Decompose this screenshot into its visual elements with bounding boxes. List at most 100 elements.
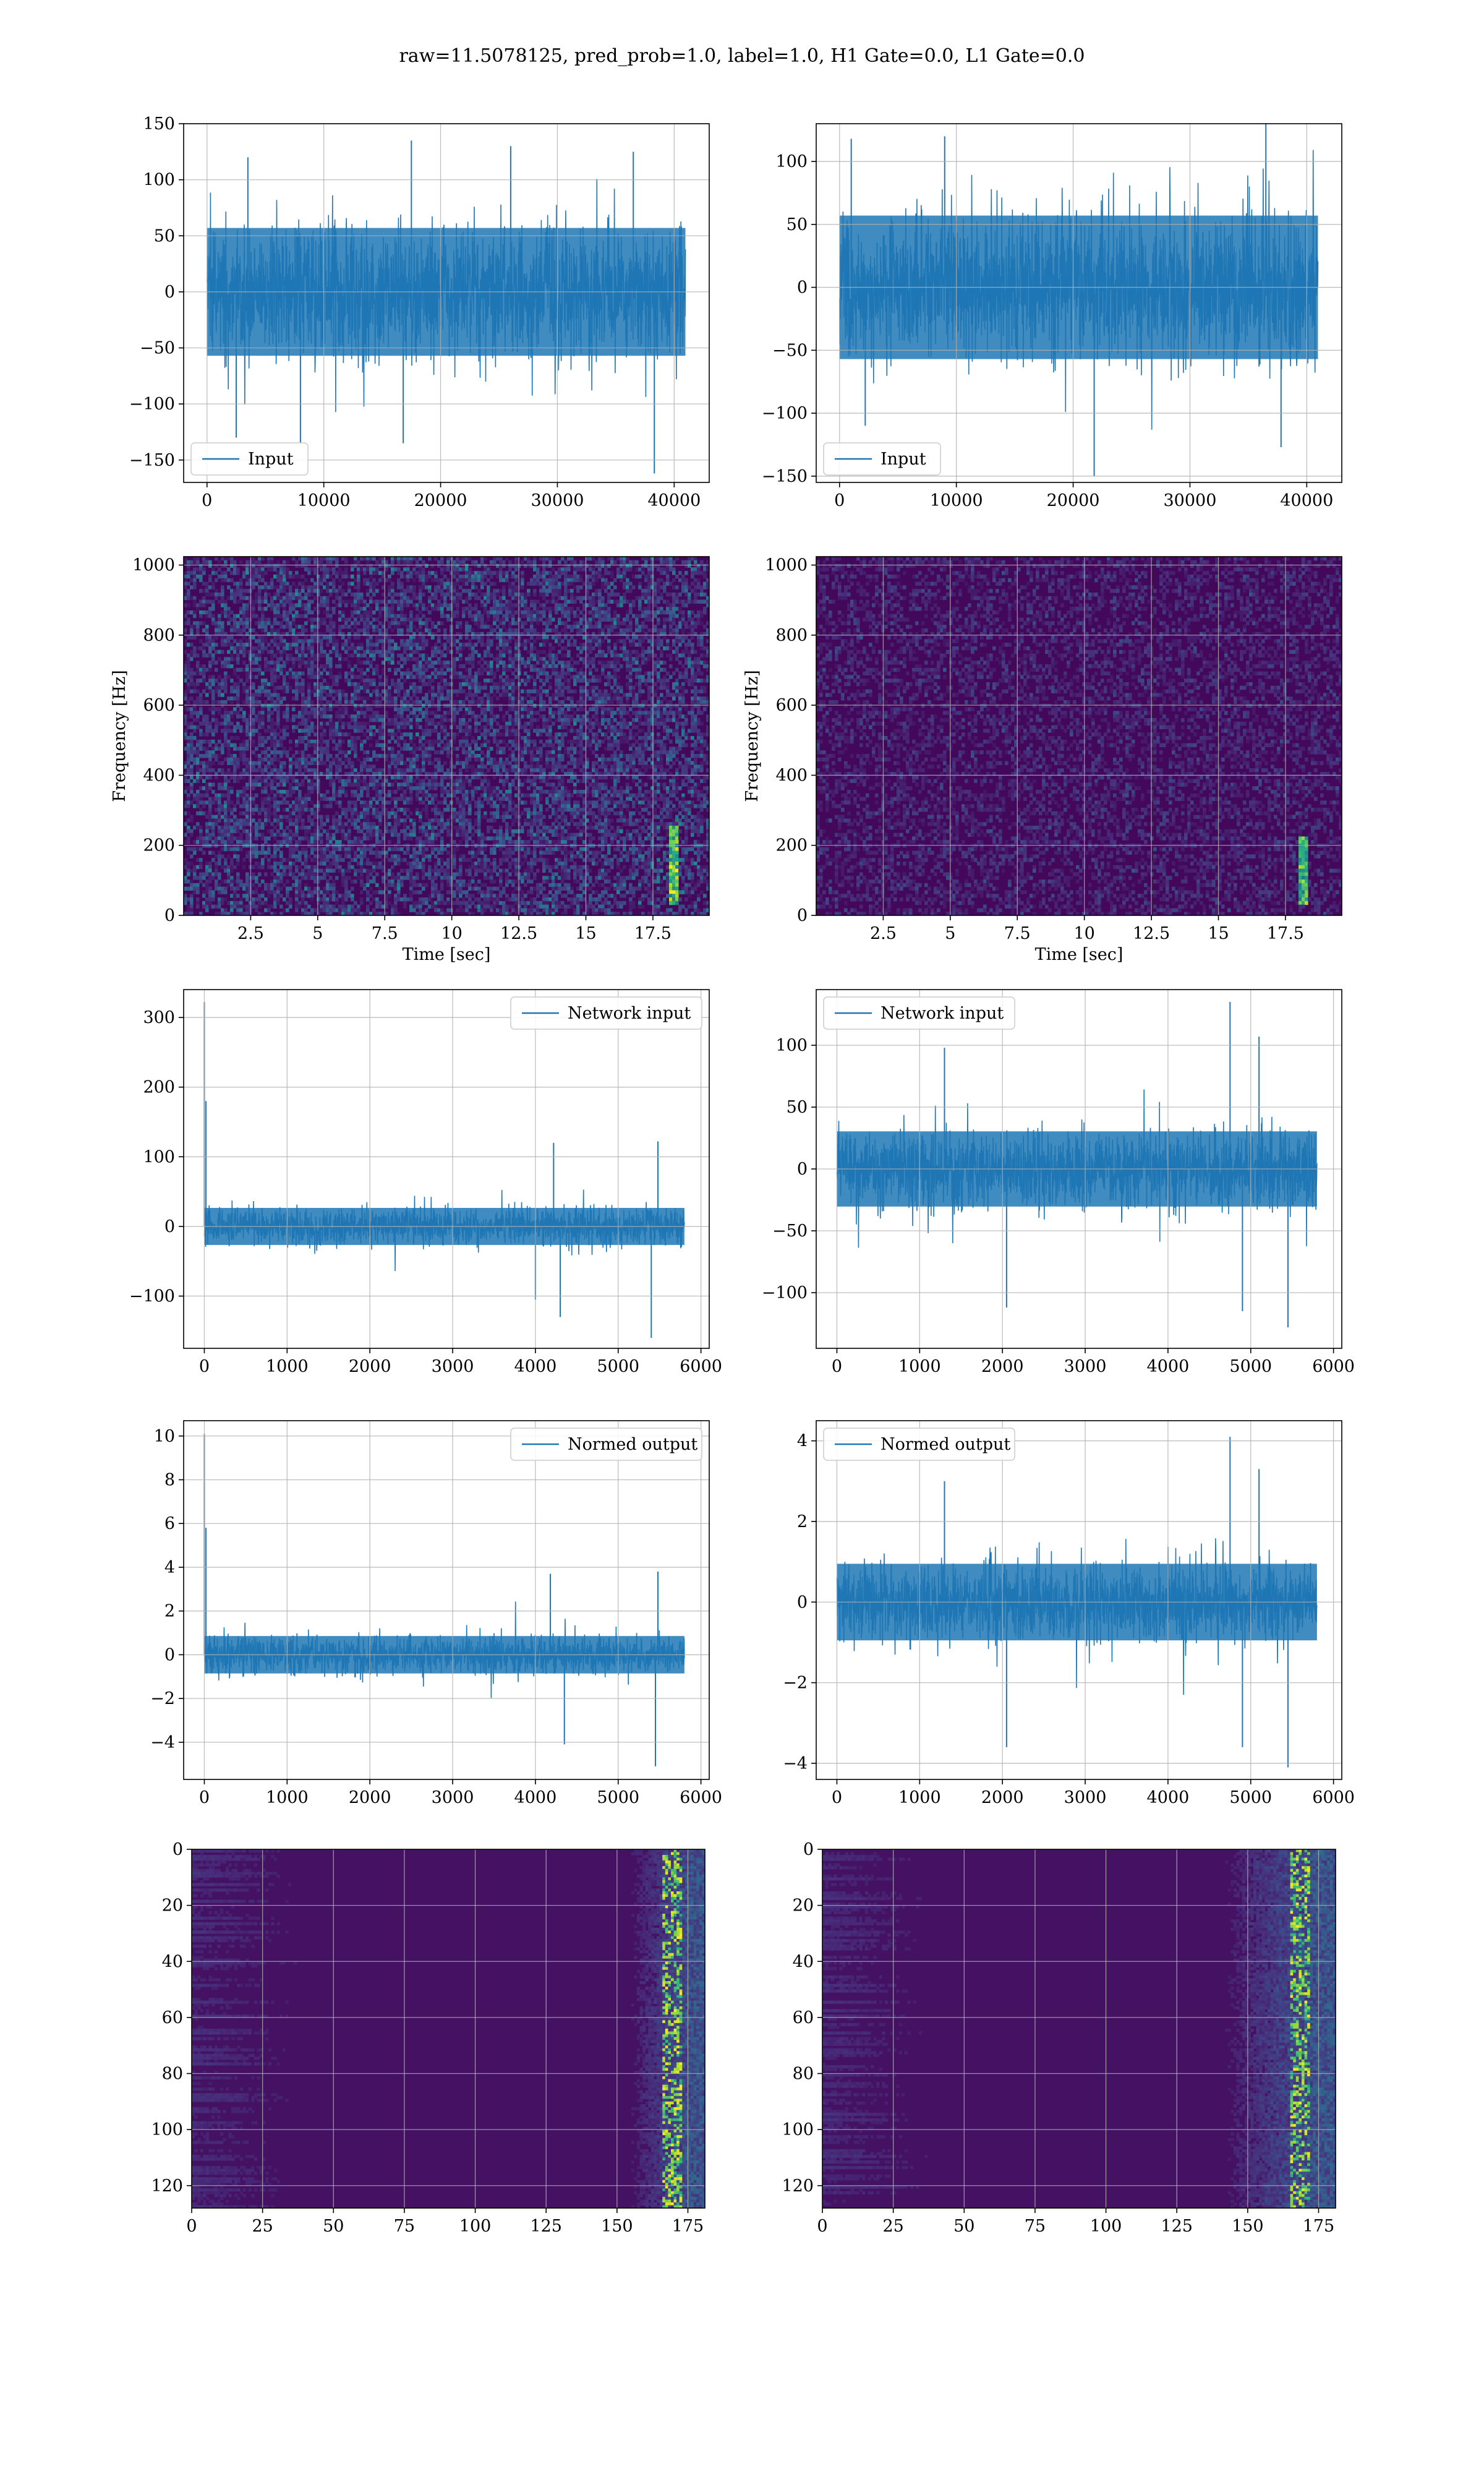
subplot-h1-input: 0 10000 20000 30000 40000 −150 −100 −50 0 50 100 15… [129,114,710,510]
y-tick-label: 80 [793,2065,814,2084]
y-tick-label: 200 [775,836,808,855]
legend-label: Input [248,450,294,469]
legend: Input [190,442,309,476]
x-tick-label: 150 [1232,2217,1264,2236]
grid-lines [816,124,1342,482]
y-tick-label: 120 [151,2177,183,2196]
x-tick-label: 0 [817,2217,827,2236]
y-tick-label: 20 [162,1896,183,1915]
x-tick-label: 125 [530,2217,562,2236]
x-tick-label: 4000 [1147,1357,1190,1376]
axes-frame [183,989,710,1349]
axes-frame [183,556,710,916]
x-tick-label: 2000 [349,1788,391,1807]
x-tick-label: 7.5 [1004,924,1031,943]
plot-area [184,557,709,915]
x-tick-label: 30000 [1163,491,1216,510]
tick-labels: 0 1000 2000 3000 4000 5000 6000 −100 0 100 200 300 [129,1008,722,1376]
y-tick-label: −150 [129,451,175,470]
y-tick-label: 0 [803,1840,814,1859]
y-tick-label: −2 [783,1674,808,1693]
x-tick-label: 25 [252,2217,273,2236]
legend: Normed output [823,1427,1015,1461]
figure-title: raw=11.5078125, pred_prob=1.0, label=1.0… [399,45,1085,67]
y-tick-label: −150 [762,467,808,486]
tick-labels: 0 10000 20000 30000 40000 −150 −100 −50 0 50 100 [762,152,1333,510]
y-tick-label: 200 [143,836,175,855]
subplot-l1-normed-output: 0 1000 2000 3000 4000 5000 6000 −4 −2 0 2 4 Normed o… [783,1420,1355,1807]
x-tick-label: 100 [459,2217,492,2236]
y-tick-label: −4 [783,1754,808,1773]
x-tick-label: 5000 [1229,1357,1272,1376]
y-tick-label: 100 [143,171,175,190]
feature-map-cells [192,1849,705,2208]
x-tick-label: 20000 [414,491,467,510]
x-tick-label: 75 [394,2217,415,2236]
x-tick-label: 17.5 [634,924,672,943]
y-tick-label: 100 [775,152,808,171]
x-tick-label: 125 [1161,2217,1193,2236]
y-tick-label: 8 [164,1470,175,1489]
y-tick-label: 80 [162,2065,183,2084]
y-tick-label: −50 [772,1222,808,1241]
y-tick-label: −100 [762,1283,808,1303]
x-tick-label: 15 [575,924,596,943]
legend-label: Normed output [568,1435,697,1454]
x-tick-label: 10000 [297,491,351,510]
x-tick-label: 75 [1025,2217,1046,2236]
x-tick-label: 5000 [597,1357,639,1376]
tick-labels: 0 10000 20000 30000 40000 −150 −100 −50 0 50 100 15… [129,114,701,510]
y-tick-label: 10 [154,1427,175,1446]
x-tick-label: 3000 [432,1788,474,1807]
y-tick-label: −100 [129,1287,175,1306]
x-tick-label: 40000 [647,491,701,510]
y-tick-label: 4 [164,1558,175,1577]
subplot-l1-feature-map: 0 25 50 75 100 125 150 175 0 20 40 60 80 100 120 [782,1840,1336,2236]
y-tick-label: 600 [775,696,808,715]
x-tick-label: 0 [834,491,845,510]
y-tick-label: 50 [787,215,808,234]
y-tick-label: 1000 [765,556,808,575]
subplot-h1-feature-map: 0 25 50 75 100 125 150 175 0 20 40 60 80 100 120 [151,1840,706,2236]
y-tick-label: −4 [150,1733,175,1752]
tick-labels: 0 1000 2000 3000 4000 5000 6000 −4 −2 0 2 4 [783,1432,1355,1807]
x-tick-label: 1000 [266,1357,309,1376]
y-tick-label: 0 [797,278,808,297]
plot-area [822,1849,1336,2208]
x-tick-label: 0 [832,1788,842,1807]
y-tick-label: 40 [162,1952,183,1971]
x-tick-label: 20000 [1047,491,1100,510]
x-tick-label: 10 [441,924,462,943]
subplot-l1-network-input: 0 1000 2000 3000 4000 5000 6000 −100 −50 0 50 100 Ne… [762,989,1355,1376]
x-tick-label: 4000 [514,1357,557,1376]
x-tick-label: 30000 [531,491,584,510]
y-tick-label: 100 [782,2120,814,2139]
x-tick-label: 175 [1303,2217,1335,2236]
x-tick-label: 1000 [266,1788,309,1807]
y-tick-label: 100 [775,1036,808,1055]
y-tick-label: −100 [129,395,175,414]
y-tick-label: 600 [143,696,175,715]
y-axis-label: Frequency [Hz] [110,670,129,802]
subplot-l1-spectrogram: 2.5 5 7.5 10 12.5 15 17.5 0 200 400 600 800 1000 Time… [743,556,1342,964]
x-tick-label: 12.5 [1133,924,1170,943]
x-tick-label: 1000 [898,1357,941,1376]
tick-labels: 2.5 5 7.5 10 12.5 15 17.5 0 200 400 600 800 1000 [765,556,1304,943]
y-tick-label: 50 [787,1098,808,1117]
y-tick-label: −50 [772,341,808,360]
y-tick-label: 120 [782,2177,814,2196]
legend: Input [823,442,941,476]
x-tick-label: 0 [202,491,212,510]
x-tick-label: 17.5 [1267,924,1304,943]
grid-lines [184,1421,709,1779]
y-tick-label: 400 [775,766,808,785]
y-tick-label: 100 [143,1147,175,1166]
legend-label: Network input [568,1004,691,1023]
x-tick-label: 0 [186,2217,197,2236]
plot-area [816,557,1342,915]
y-tick-label: 0 [797,1593,808,1612]
x-tick-label: 15 [1208,924,1229,943]
x-tick-label: 2.5 [870,924,897,943]
y-tick-label: −2 [150,1689,175,1708]
